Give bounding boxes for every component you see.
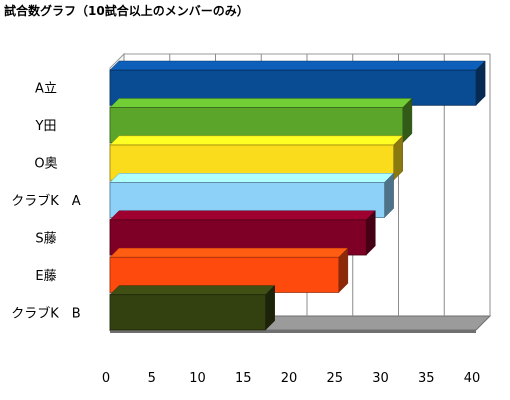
chart-title: 試合数グラフ（10試合以上のメンバーのみ） [4,4,249,18]
tick-label: 10 [189,371,206,386]
tick-label: 0 [102,371,110,386]
category-label: クラブK B [11,305,80,321]
tick-label: 30 [372,371,389,386]
category-label: O奥 [34,157,57,172]
category-label: クラブK A [11,193,81,209]
floor-edge [110,330,476,333]
bars [109,60,486,331]
tick-label: 40 [464,371,481,386]
bar [109,284,276,331]
tick-label: 20 [281,371,298,386]
category-label: S藤 [35,231,56,246]
tick-label: 5 [148,371,156,386]
tick-label: 15 [235,371,252,386]
tick-label: 25 [326,371,343,386]
tick-labels: 0 5 10 15 20 25 30 35 40 [102,371,480,386]
tick-label: 35 [418,371,435,386]
category-label: A立 [35,82,57,97]
category-label: Y田 [35,119,57,134]
category-label: E藤 [35,269,56,284]
